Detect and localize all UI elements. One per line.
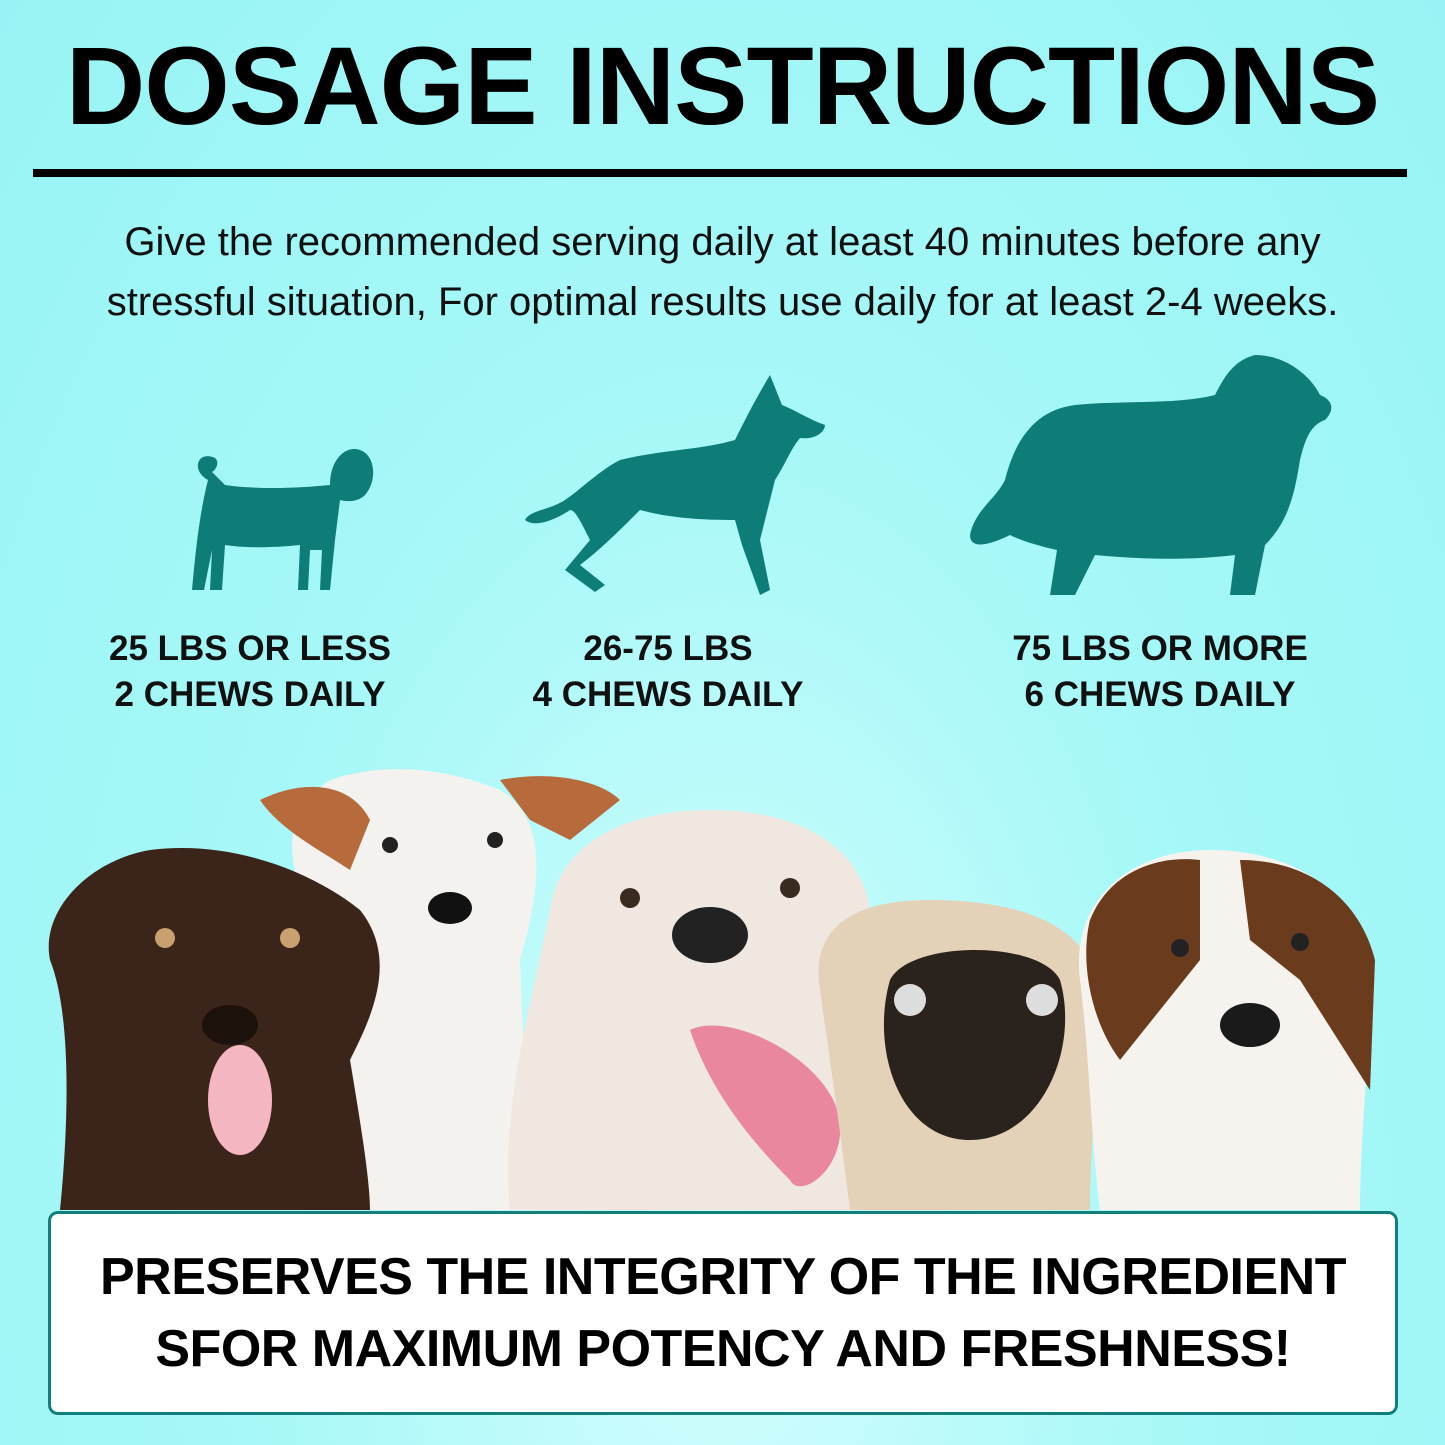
dogs-photo [48,769,1375,1210]
dosage-small-amount: 2 CHEWS DAILY [114,675,386,714]
dosage-medium-amount: 4 CHEWS DAILY [532,675,804,714]
large-dog-silhouette-icon [970,355,1332,595]
intro-line-2: stressful situation, For optimal results… [106,280,1339,324]
title-divider [33,169,1407,177]
banner-line-1: PRESERVES THE INTEGRITY OF THE INGREDIEN… [100,1248,1346,1306]
freshness-banner: PRESERVES THE INTEGRITY OF THE INGREDIEN… [48,1211,1398,1415]
pug-silhouette-icon [192,449,374,590]
bulldog-image [508,810,886,1210]
labrador-puppy-image [48,848,380,1210]
banner-line-2: SFOR MAXIMUM POTENCY AND FRESHNESS! [155,1320,1291,1378]
pug-puppy-image [818,900,1100,1210]
beagle-puppy-image [1078,850,1375,1210]
intro-text: Give the recommended serving daily at le… [20,212,1425,332]
dosage-medium-weight: 26-75 LBS [583,629,753,668]
dosage-small-weight: 25 LBS OR LESS [108,629,392,668]
dosage-medium: 26-75 LBS 4 CHEWS DAILY [478,626,858,718]
dosage-large-weight: 75 LBS OR MORE [1012,629,1308,668]
dosage-small: 25 LBS OR LESS 2 CHEWS DAILY [60,626,440,718]
shepherd-silhouette-icon [525,375,825,595]
page-title: DOSAGE INSTRUCTIONS [65,25,1380,148]
dosage-large: 75 LBS OR MORE 6 CHEWS DAILY [970,626,1350,718]
intro-line-1: Give the recommended serving daily at le… [124,220,1321,264]
dosage-large-amount: 6 CHEWS DAILY [1024,675,1296,714]
